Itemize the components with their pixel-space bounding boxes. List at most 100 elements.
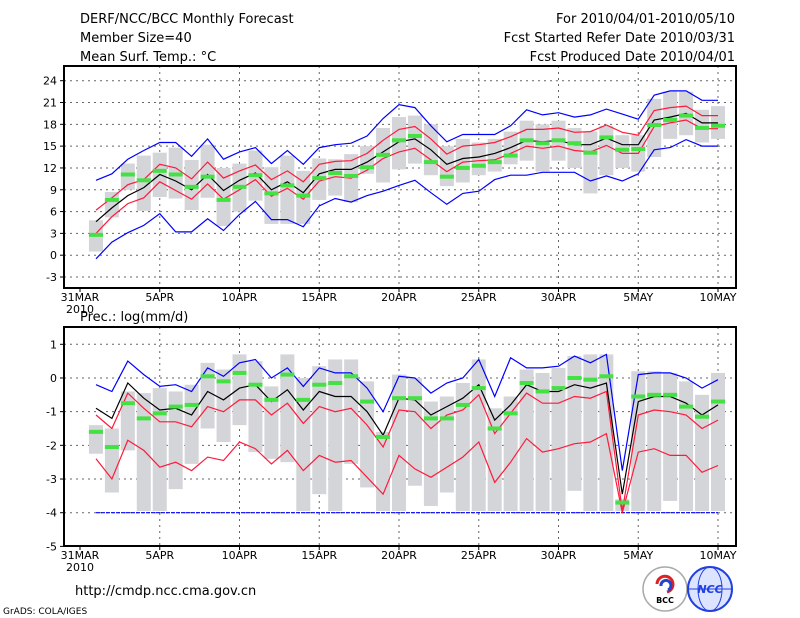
x-tick-label: 20APR: [381, 291, 417, 304]
source-url[interactable]: http://cmdp.ncc.cma.gov.cn: [75, 584, 256, 599]
observation-marker: [184, 184, 199, 189]
observation-marker: [471, 163, 486, 168]
observation-marker: [168, 404, 183, 409]
observation-marker: [136, 416, 151, 421]
y-tick-label: 12: [43, 162, 57, 175]
y-tick-label: 1: [50, 338, 57, 351]
observation-marker: [120, 401, 135, 406]
observation-marker: [487, 426, 502, 431]
observation-marker: [376, 434, 391, 439]
observation-marker: [152, 168, 167, 173]
observation-marker: [407, 396, 422, 401]
ensemble-range-bar: [583, 131, 598, 194]
ensemble-range-bar: [567, 356, 582, 491]
grads-credit: GrADS: COLA/IGES: [3, 607, 87, 617]
observation-marker: [439, 174, 454, 179]
observation-marker: [487, 160, 502, 165]
observation-marker: [455, 165, 470, 170]
series-line-min: [95, 138, 718, 260]
observation-marker: [344, 374, 359, 379]
observation-marker: [216, 379, 231, 384]
x-tick-label: 5MAY: [623, 291, 653, 304]
observation-marker: [216, 197, 231, 202]
series-line-upper: [95, 390, 719, 512]
ensemble-range-bar: [599, 125, 614, 176]
observation-marker: [296, 397, 311, 402]
x-tick-label: 10APR: [222, 549, 258, 562]
ensemble-range-bar: [296, 377, 311, 512]
x-tick-label: 30APR: [541, 549, 577, 562]
observation-marker: [567, 375, 582, 380]
observation-marker: [328, 171, 343, 176]
observation-marker: [519, 381, 534, 386]
observation-marker: [695, 414, 710, 419]
plot-frame: [63, 65, 737, 289]
forecast-produced-date: Fcst Produced Date 2010/04/01: [530, 50, 735, 65]
forecast-period: For 2010/04/01-2010/05/10: [556, 12, 735, 27]
ncc-logo-text: NCC: [697, 583, 722, 596]
top-variable-label: Mean Surf. Temp.: °C: [80, 50, 216, 65]
series-line-mean: [95, 112, 718, 223]
ensemble-range-bar: [615, 499, 630, 512]
ensemble-range-bar: [663, 372, 678, 501]
x-tick-label: 5APR: [145, 549, 174, 562]
ensemble-range-bar: [232, 354, 247, 426]
ensemble-range-bar: [88, 425, 103, 454]
observation-marker: [248, 173, 263, 178]
observation-marker: [296, 193, 311, 198]
x-tick-label: 25APR: [461, 291, 497, 304]
ensemble-range-bar: [583, 354, 598, 512]
ensemble-range-bar: [248, 361, 263, 453]
ensemble-range-bar: [280, 155, 295, 224]
observation-marker: [104, 445, 119, 450]
precipitation-chart: -5 -4 -3 -2 -1 0 1 31MAR 5APR 10APR 15APR 20APR 25AP…: [46, 326, 737, 574]
ensemble-range-bar: [104, 428, 119, 493]
ensemble-range-bar: [567, 127, 582, 168]
observation-marker: [551, 138, 566, 143]
observation-marker: [503, 153, 518, 158]
observation-marker: [631, 394, 646, 399]
ensemble-range-bar: [216, 167, 231, 227]
x-tick-label: 31MAR: [61, 549, 100, 562]
ensemble-range-bar: [280, 354, 295, 463]
observation-marker: [679, 404, 694, 409]
ensemble-range-bar: [471, 142, 486, 176]
observation-marker: [423, 416, 438, 421]
observation-marker: [695, 125, 710, 130]
observation-marker: [168, 172, 183, 177]
observation-marker: [136, 178, 151, 183]
observation-marker: [583, 150, 598, 155]
ensemble-range-bar: [439, 396, 454, 493]
observation-marker: [312, 382, 327, 387]
observation-marker: [88, 429, 103, 434]
ensemble-range-bar: [647, 98, 662, 158]
series-line-lower: [95, 119, 718, 234]
y-tick-label: 21: [43, 97, 57, 110]
observation-marker: [711, 399, 725, 404]
observation-marker: [264, 397, 279, 402]
series-line-max: [95, 90, 718, 181]
ensemble-range-bar: [535, 372, 550, 512]
y-tick-label: -4: [46, 507, 57, 520]
observation-marker: [407, 133, 422, 138]
x-tick-label: 31MAR: [61, 291, 100, 304]
ensemble-range-bar: [184, 384, 199, 464]
observation-marker: [328, 381, 343, 386]
series-line-max: [95, 353, 719, 471]
member-size: Member Size=40: [80, 31, 192, 46]
ensemble-range-bar: [423, 401, 438, 506]
x-tick-label: 15APR: [301, 549, 337, 562]
ensemble-range-bar: [407, 377, 422, 486]
observation-marker: [535, 389, 550, 394]
observation-marker: [280, 183, 295, 188]
ensemble-range-bar: [455, 383, 470, 512]
ensemble-range-bar: [487, 408, 502, 512]
observation-marker: [360, 165, 375, 170]
x-tick-label: 25APR: [461, 549, 497, 562]
ensemble-range-bar: [200, 362, 215, 429]
ensemble-range-bar: [392, 117, 406, 170]
observation-marker: [519, 138, 534, 143]
ensemble-range-bar: [136, 393, 151, 512]
x-tick-label: 10APR: [222, 291, 258, 304]
